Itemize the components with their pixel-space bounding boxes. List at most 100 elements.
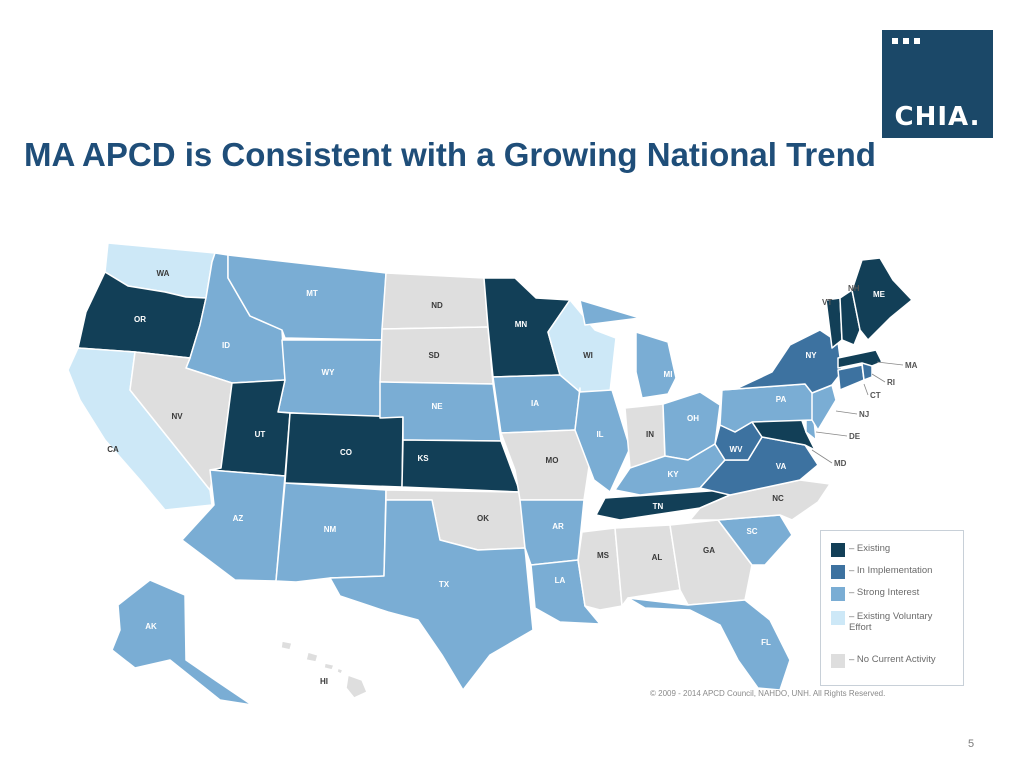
- state-ma: [837, 349, 883, 369]
- state-label-ky: KY: [667, 470, 679, 479]
- leader-line-md: [811, 449, 833, 464]
- state-label-nd: ND: [431, 301, 443, 310]
- state-ak-shape: [111, 579, 253, 706]
- state-al: [614, 524, 681, 607]
- state-label-ca: CA: [107, 445, 119, 454]
- state-fl-shape: [627, 597, 791, 691]
- state-label-oh: OH: [687, 414, 699, 423]
- state-wi-shape: [547, 299, 617, 393]
- legend-swatch-strong-interest: [831, 587, 845, 601]
- state-il-shape: [574, 387, 631, 493]
- state-label-ar: AR: [552, 522, 564, 531]
- state-label-nh: NH: [848, 284, 860, 293]
- state-ma-shape: [837, 349, 883, 369]
- state-ak: [111, 579, 253, 706]
- state-label-nj: NJ: [859, 410, 869, 419]
- state-hi-shape: [280, 640, 293, 651]
- state-label-ut: UT: [255, 430, 266, 439]
- state-label-al: AL: [652, 553, 663, 562]
- slide-title: MA APCD is Consistent with a Growing Nat…: [24, 136, 876, 173]
- state-label-mt: MT: [306, 289, 318, 298]
- legend-swatch-existing: [831, 543, 845, 557]
- state-hi-shape: [323, 662, 335, 671]
- state-label-me: ME: [873, 290, 886, 299]
- map-legend: – Existing – In Implementation – Strong …: [820, 530, 964, 686]
- legend-label-voluntary-effort: – Existing Voluntary Effort: [849, 611, 933, 633]
- state-label-ne: NE: [431, 402, 443, 411]
- page-number: 5: [968, 738, 975, 750]
- state-label-md: MD: [834, 459, 847, 468]
- state-label-in: IN: [646, 430, 654, 439]
- state-label-nv: NV: [171, 412, 183, 421]
- state-ks-shape: [401, 439, 521, 493]
- state-label-co: CO: [340, 448, 352, 457]
- state-ks: [401, 439, 521, 493]
- legend-item-existing: – Existing: [831, 543, 953, 557]
- states-layer: [67, 242, 913, 706]
- state-label-vt: VT: [822, 298, 832, 307]
- state-il: [574, 387, 631, 493]
- copyright-notice: © 2009 - 2014 APCD Council, NAHDO, UNH. …: [650, 689, 886, 698]
- leader-line-ct: [863, 383, 869, 396]
- state-label-ny: NY: [805, 351, 817, 360]
- legend-label-no-current-activity: – No Current Activity: [849, 654, 936, 665]
- state-al-shape: [614, 524, 681, 607]
- state-mi-shape: [635, 331, 677, 399]
- state-label-il: IL: [596, 430, 603, 439]
- state-label-mn: MN: [515, 320, 528, 329]
- state-label-id: ID: [222, 341, 230, 350]
- legend-item-in-implementation: – In Implementation: [831, 565, 953, 579]
- labels-layer: WA OR CA ID NV MT WY UT AZ CO NM ND SD NE KS OK TX MN IA MO…: [107, 269, 917, 686]
- state-label-ms: MS: [597, 551, 610, 560]
- state-label-ak: AK: [145, 622, 157, 631]
- state-label-mo: MO: [546, 456, 559, 465]
- state-ny-shape: [721, 329, 843, 394]
- state-wy-shape: [277, 339, 383, 419]
- legend-swatch-voluntary-effort: [831, 611, 845, 625]
- state-mi-shape: [579, 299, 641, 326]
- state-label-ks: KS: [417, 454, 429, 463]
- state-label-pa: PA: [776, 395, 787, 404]
- state-wy: [277, 339, 383, 419]
- state-nh-shape: [839, 289, 861, 346]
- state-fl: [627, 597, 791, 691]
- state-label-fl: FL: [761, 638, 771, 647]
- state-label-ia: IA: [531, 399, 539, 408]
- legend-item-strong-interest: – Strong Interest: [831, 587, 953, 601]
- state-label-nm: NM: [324, 525, 337, 534]
- state-ny: [721, 329, 843, 394]
- state-label-or: OR: [134, 315, 146, 324]
- state-label-sd: SD: [428, 351, 439, 360]
- state-tx-shape: [329, 499, 534, 691]
- legend-label-strong-interest: – Strong Interest: [849, 587, 920, 598]
- legend-swatch-no-current-activity: [831, 654, 845, 668]
- state-label-hi: HI: [320, 677, 328, 686]
- state-hi-shape: [305, 651, 319, 663]
- chia-logo: CHIA.: [882, 30, 993, 138]
- state-label-nc: NC: [772, 494, 784, 503]
- state-label-wi: WI: [583, 351, 593, 360]
- state-label-de: DE: [849, 432, 861, 441]
- state-label-az: AZ: [233, 514, 244, 523]
- state-hi-shape: [345, 674, 368, 699]
- state-label-ga: GA: [703, 546, 715, 555]
- leader-line-de: [815, 431, 848, 437]
- state-label-ma: MA: [905, 361, 918, 370]
- state-mi: [579, 299, 677, 399]
- state-me: [851, 257, 913, 341]
- state-label-sc: SC: [746, 527, 757, 536]
- leader-line-ri: [871, 373, 886, 383]
- state-ar: [519, 499, 585, 566]
- state-label-ri: RI: [887, 378, 895, 387]
- state-label-tn: TN: [653, 502, 664, 511]
- leader-line-ma: [876, 361, 904, 366]
- logo-wordmark: CHIA.: [894, 102, 981, 132]
- state-hi: [280, 640, 368, 699]
- state-label-va: VA: [776, 462, 787, 471]
- legend-item-no-current-activity: – No Current Activity: [831, 654, 953, 668]
- state-tx: [329, 499, 534, 691]
- state-label-ct: CT: [870, 391, 881, 400]
- legend-label-in-implementation: – In Implementation: [849, 565, 933, 576]
- state-nh: [839, 289, 861, 346]
- state-label-wy: WY: [322, 368, 336, 377]
